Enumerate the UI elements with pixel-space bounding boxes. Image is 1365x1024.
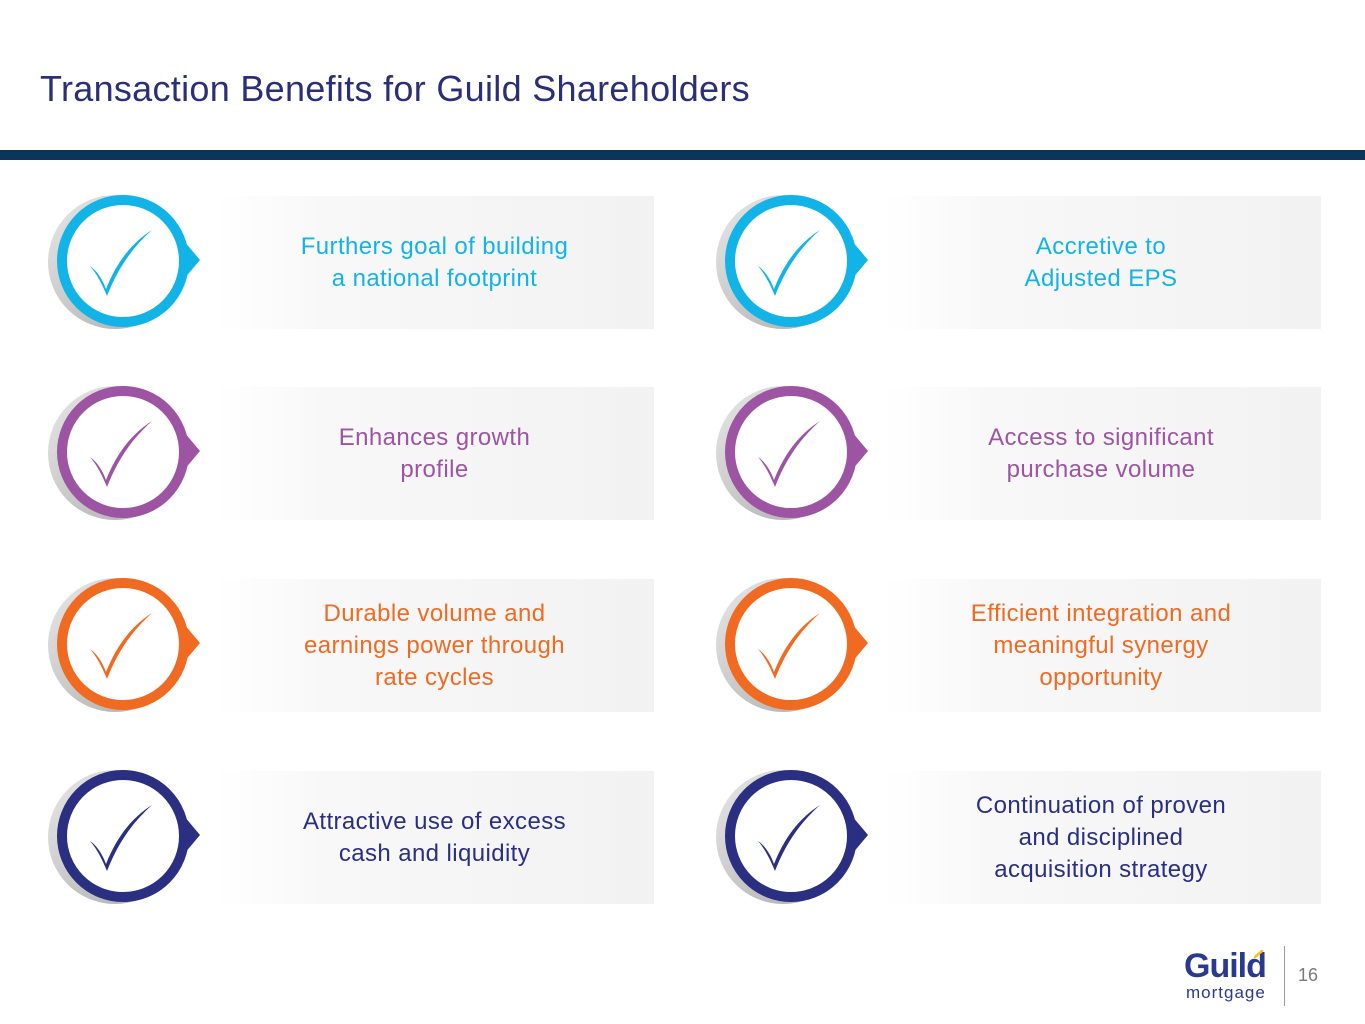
benefit-panel: Accretive to Adjusted EPS	[881, 196, 1321, 329]
footer-divider	[1284, 946, 1285, 1006]
check-circle-icon	[44, 577, 204, 717]
benefit-panel: Enhances growth profile	[215, 387, 654, 520]
check-circle-icon	[44, 385, 204, 525]
benefit-text: Efficient integration and meaningful syn…	[970, 599, 1232, 691]
benefit-text: Access to significant purchase volume	[988, 423, 1214, 483]
check-circle-icon	[712, 577, 872, 717]
check-circle-icon	[712, 194, 872, 334]
benefit-text: Furthers goal of building a national foo…	[300, 232, 569, 292]
check-circle-icon	[712, 385, 872, 525]
check-circle-icon	[712, 769, 872, 909]
benefit-text: Accretive to Adjusted EPS	[1024, 232, 1178, 292]
check-circle-icon	[44, 769, 204, 909]
benefit-panel: Durable volume and earnings power throug…	[215, 579, 654, 712]
benefit-text: Attractive use of excess cash and liquid…	[302, 807, 567, 867]
benefit-panel: Continuation of proven and disciplined a…	[881, 771, 1321, 904]
benefit-panel: Furthers goal of building a national foo…	[215, 196, 654, 329]
benefit-panel: Attractive use of excess cash and liquid…	[215, 771, 654, 904]
logo-wordmark: Guild	[1184, 947, 1267, 985]
benefit-text: Enhances growth profile	[338, 423, 531, 483]
logo-accent-icon	[1254, 950, 1264, 958]
benefit-panel: Efficient integration and meaningful syn…	[881, 579, 1321, 712]
benefit-text: Continuation of proven and disciplined a…	[975, 791, 1227, 883]
page-number: 16	[1298, 965, 1319, 985]
logo-subtitle: mortgage	[1186, 983, 1266, 1002]
check-circle-icon	[44, 194, 204, 334]
benefit-text: Durable volume and earnings power throug…	[304, 599, 565, 691]
benefit-panel: Access to significant purchase volume	[881, 387, 1321, 520]
page-title: Transaction Benefits for Guild Sharehold…	[40, 68, 750, 109]
header-divider	[0, 150, 1365, 160]
